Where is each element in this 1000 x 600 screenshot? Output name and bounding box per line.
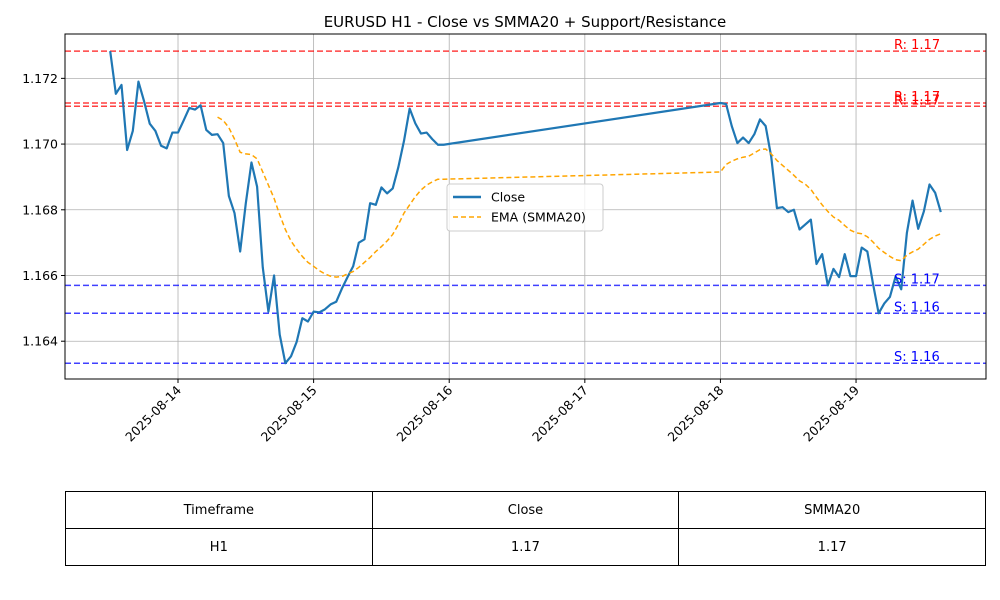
table-cell: H1 — [65, 528, 373, 566]
y-tick-label: 1.166 — [22, 268, 58, 283]
legend: Close EMA (SMMA20) — [446, 183, 604, 232]
table-cell: 1.17 — [678, 528, 986, 566]
legend-close-label: Close — [491, 190, 525, 205]
close-series-line — [109, 50, 942, 365]
support-label: S: 1.16 — [894, 300, 940, 315]
table-header-row: Timeframe Close SMMA20 — [65, 491, 986, 529]
level-labels: R: 1.17R: 1.17R: 1.17S: 1.17S: 1.16S: 1.… — [894, 38, 940, 365]
x-tick-label: 2025-08-19 — [800, 382, 862, 444]
x-tick-label: 2025-08-17 — [529, 383, 591, 445]
plot-frame — [64, 33, 987, 380]
legend-box — [446, 183, 604, 232]
table-header-cell: SMMA20 — [678, 491, 986, 529]
support-label: S: 1.16 — [894, 350, 940, 365]
y-tick-label: 1.170 — [22, 137, 58, 152]
resistance-label: R: 1.17 — [894, 93, 940, 108]
legend-ema-label: EMA (SMMA20) — [491, 210, 586, 225]
table-cell: 1.17 — [371, 528, 680, 566]
table-row: H1 1.17 1.17 — [65, 528, 986, 566]
y-tick-label: 1.168 — [22, 202, 58, 217]
y-tick-label: 1.172 — [22, 71, 58, 86]
x-tick-label: 2025-08-14 — [122, 382, 184, 444]
x-tick-label: 2025-08-18 — [665, 382, 727, 444]
support-label: S: 1.17 — [894, 272, 940, 287]
resistance-label: R: 1.17 — [894, 38, 940, 53]
axis-ticks: 1.164 1.166 1.168 1.170 1.172 2025-08-14 2025-… — [22, 71, 862, 445]
resistance-label: R: 1.17 — [894, 90, 940, 105]
x-tick-label: 2025-08-16 — [393, 382, 455, 444]
chart: EURUSD H1 - Close vs SMMA20 + Support/Re… — [22, 13, 987, 445]
table-header-cell: Close — [371, 491, 680, 529]
summary-table: Timeframe Close SMMA20 H1 1.17 1.17 — [65, 491, 986, 566]
table-header-cell: Timeframe — [65, 491, 373, 529]
chart-title: EURUSD H1 - Close vs SMMA20 + Support/Re… — [324, 13, 727, 31]
x-tick-label: 2025-08-15 — [258, 383, 320, 445]
ema-series-line — [217, 116, 942, 278]
support-resistance-levels — [65, 50, 986, 364]
y-tick-label: 1.164 — [22, 334, 58, 349]
series-lines — [109, 50, 942, 365]
